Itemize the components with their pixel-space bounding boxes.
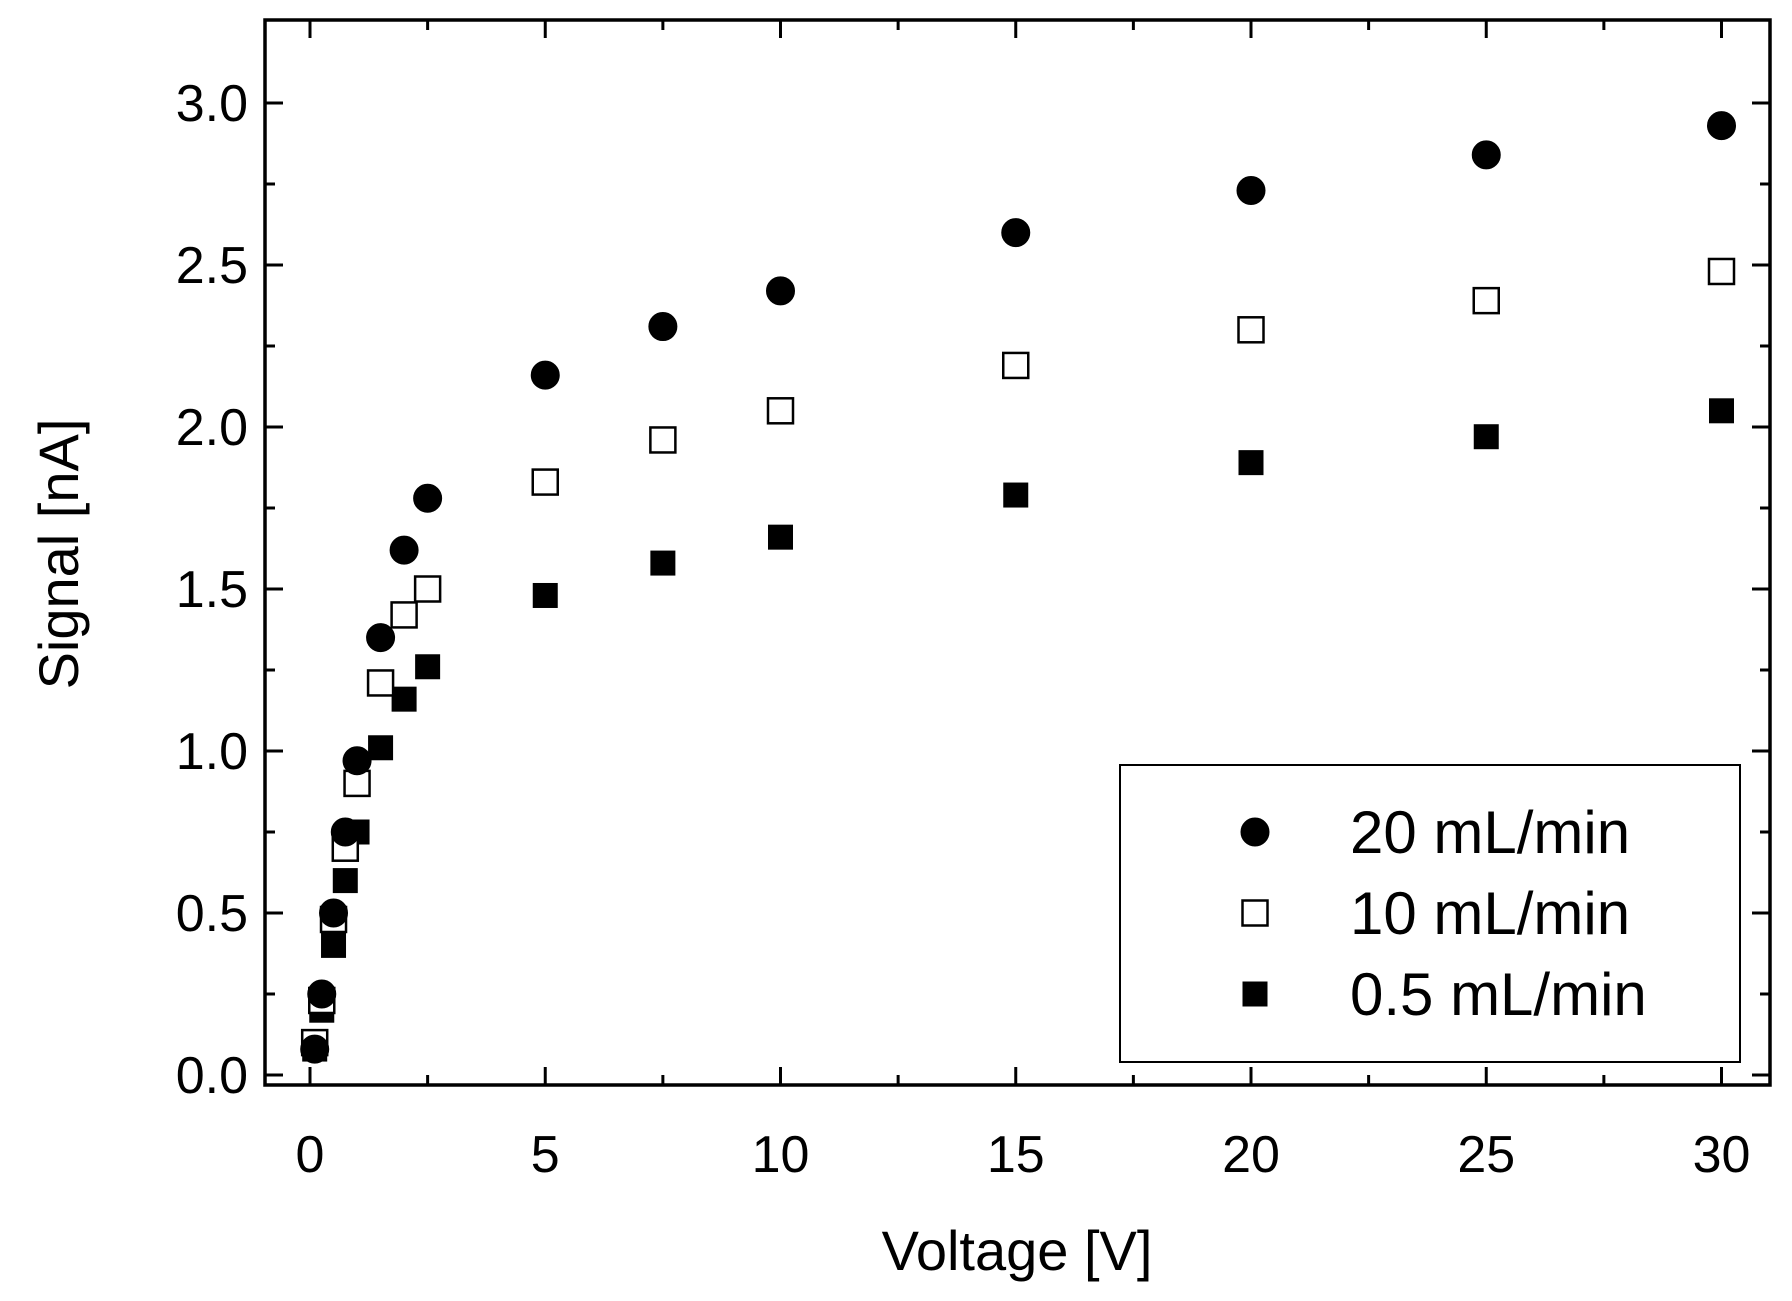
x-axis-title: Voltage [V] (882, 1219, 1153, 1282)
x-tick-label: 0 (296, 1126, 325, 1184)
data-point (330, 817, 360, 847)
x-tick-label: 30 (1693, 1126, 1751, 1184)
data-point (366, 669, 395, 697)
data-point (1709, 398, 1734, 424)
data-point (1236, 175, 1266, 205)
series-open-square (300, 257, 1736, 1057)
x-tick-label: 15 (987, 1126, 1045, 1184)
data-points (300, 111, 1736, 1064)
axis-tick-labels: 0 5 10 15 20 25 30 0.0 0.5 1.0 1.5 2.0 2.5 3.0 (176, 75, 1751, 1184)
data-point (532, 582, 558, 608)
legend-label: 20 mL/min (1350, 799, 1630, 866)
data-point (1471, 140, 1501, 170)
x-tick-label: 25 (1457, 1126, 1515, 1184)
data-point (768, 524, 793, 550)
y-tick-label: 0.0 (176, 1047, 248, 1105)
data-point (1707, 257, 1736, 286)
y-tick-label: 1.0 (176, 723, 248, 781)
data-point (1001, 218, 1031, 248)
data-point (319, 898, 349, 928)
series-filled-circle (300, 111, 1736, 1064)
data-point (648, 312, 678, 342)
legend: 20 mL/min 10 mL/min 0.5 mL/min (1119, 764, 1741, 1063)
data-point (300, 1034, 330, 1064)
y-tick-label: 2.0 (176, 399, 248, 457)
data-point (1473, 424, 1499, 450)
data-point (415, 654, 441, 680)
data-point (413, 575, 442, 603)
data-point (649, 426, 677, 454)
data-point (321, 932, 347, 958)
data-point (530, 360, 560, 390)
legend-box (1119, 764, 1741, 1063)
legend-label: 0.5 mL/min (1350, 961, 1647, 1028)
data-point (332, 868, 358, 894)
legend-marker (1242, 981, 1268, 1007)
y-tick-label: 3.0 (176, 75, 248, 133)
y-tick-label: 2.5 (176, 237, 248, 295)
legend-label: 10 mL/min (1350, 880, 1630, 947)
data-point (1238, 450, 1264, 476)
axis-ticks (265, 20, 1770, 1085)
data-point (342, 746, 372, 776)
data-point (1472, 286, 1500, 315)
y-tick-label: 0.5 (176, 885, 248, 943)
data-point (766, 397, 795, 425)
data-point (531, 468, 559, 496)
data-point (307, 979, 337, 1009)
data-point (366, 623, 396, 653)
series-filled-square (302, 398, 1734, 1062)
data-point (1237, 316, 1265, 344)
y-tick-label: 1.5 (176, 561, 248, 619)
data-point (766, 276, 795, 306)
data-point (1003, 482, 1029, 508)
x-tick-label: 20 (1222, 1126, 1280, 1184)
legend-marker (1241, 899, 1269, 927)
y-axis-title: Signal [nA] (27, 419, 90, 690)
data-point (413, 483, 443, 513)
data-point (389, 535, 419, 565)
data-point (368, 735, 394, 761)
plot-frame (263, 18, 1772, 1087)
data-point (390, 601, 418, 629)
legend-marker (1240, 817, 1270, 847)
data-point (650, 550, 676, 576)
data-point (1002, 351, 1030, 380)
data-point (391, 686, 417, 712)
x-tick-label: 10 (752, 1126, 810, 1184)
x-tick-label: 5 (531, 1126, 560, 1184)
data-point (1707, 111, 1736, 141)
